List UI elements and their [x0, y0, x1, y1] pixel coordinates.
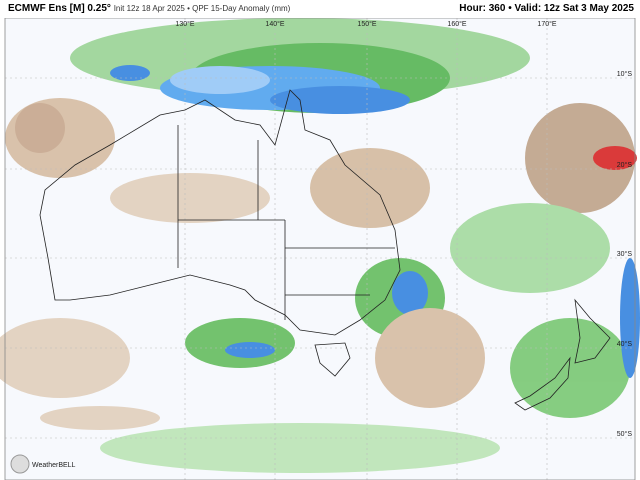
lat-label: 30°S [617, 250, 633, 258]
lon-label: 140°E [265, 20, 284, 28]
lon-label: 160°E [447, 20, 466, 28]
map: 130°E 140°E 150°E 160°E 170°E 10°S 20°S 30°S 40°… [0, 18, 640, 480]
coastlines [39, 89, 611, 411]
lat-label: 40°S [617, 340, 633, 348]
lon-label: 130°E [175, 20, 194, 28]
subtitle: Init 12z 18 Apr 2025 • QPF 15-Day Anomal… [113, 4, 291, 13]
map-frame [4, 18, 636, 480]
lat-label: 50°S [617, 430, 633, 438]
graticule [5, 18, 635, 480]
lon-label: 150°E [357, 20, 376, 28]
header-left: ECMWF Ens [M] 0.25° Init 12z 18 Apr 2025… [8, 0, 290, 18]
header: ECMWF Ens [M] 0.25° Init 12z 18 Apr 2025… [0, 0, 640, 18]
lat-label: 20°S [617, 161, 633, 169]
labels: 130°E 140°E 150°E 160°E 170°E 10°S 20°S 30°S 40°… [175, 20, 632, 438]
logo: WeatherBELL [32, 462, 76, 469]
logo-icon [10, 454, 30, 474]
title: ECMWF Ens [M] 0.25° [8, 3, 111, 14]
valid-info: Hour: 360 • Valid: 12z Sat 3 May 2025 [459, 3, 634, 14]
lat-label: 10°S [617, 70, 633, 78]
lon-label: 170°E [537, 20, 556, 28]
